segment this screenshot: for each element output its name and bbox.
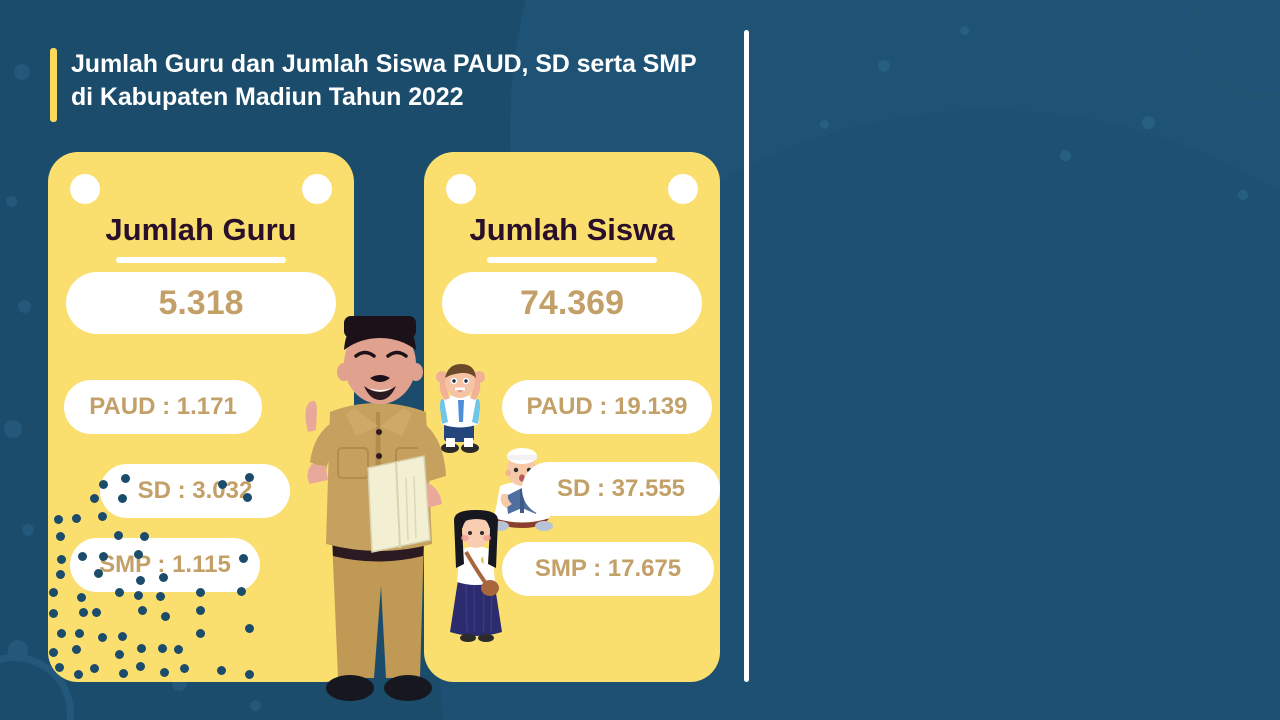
title-accent-bar xyxy=(50,48,57,122)
decorative-dot xyxy=(137,606,147,616)
decorative-dot xyxy=(118,668,128,678)
background-dot xyxy=(820,120,829,129)
student-boy-cheering-illustration xyxy=(436,364,485,453)
decorative-dot xyxy=(78,551,88,561)
card-dot-texture xyxy=(48,472,258,682)
decorative-dot xyxy=(133,550,143,560)
decorative-dot xyxy=(53,514,63,524)
decorative-dot xyxy=(136,662,146,672)
card-guru-total: 5.318 xyxy=(66,272,336,334)
card-guru-heading: Jumlah Guru xyxy=(105,212,297,247)
decorative-dot xyxy=(195,606,205,616)
stat-pill-guru-paud: PAUD : 1.171 xyxy=(64,380,262,434)
decorative-dot xyxy=(245,473,255,483)
card-jumlah-guru: Jumlah Guru 5.318 PAUD : 1.171 SD : 3.03… xyxy=(48,152,354,682)
card-hole-dot-right xyxy=(668,174,698,204)
decorative-dot xyxy=(97,632,107,642)
decorative-dot xyxy=(72,644,82,654)
decorative-dot xyxy=(245,624,255,634)
decorative-dot xyxy=(57,555,67,564)
decorative-dot xyxy=(48,587,58,597)
decorative-dot xyxy=(242,493,252,503)
background-dot xyxy=(6,196,17,207)
decorative-dot xyxy=(49,647,59,657)
decorative-dot xyxy=(78,607,88,617)
panel-divider xyxy=(744,30,749,682)
decorative-dot xyxy=(56,628,66,638)
decorative-dot xyxy=(56,570,66,579)
decorative-dot xyxy=(92,607,102,617)
decorative-dot xyxy=(117,631,127,641)
decorative-dot xyxy=(196,588,206,598)
background-dot xyxy=(18,300,31,313)
background-dot xyxy=(1142,116,1155,129)
decorative-dot xyxy=(113,530,123,540)
decorative-dot xyxy=(159,668,169,678)
decorative-dot xyxy=(55,662,65,672)
decorative-dot xyxy=(158,643,168,653)
decorative-dot xyxy=(114,650,124,660)
decorative-dot xyxy=(120,473,130,483)
card-guru-divider xyxy=(116,257,286,263)
decorative-dot xyxy=(98,552,108,562)
background-dot xyxy=(1238,190,1248,200)
decorative-dot xyxy=(158,572,168,582)
decorative-dot xyxy=(71,514,81,524)
background-dot xyxy=(14,64,30,80)
teacher-illustration xyxy=(305,316,446,701)
decorative-dot xyxy=(115,587,125,597)
decorative-dot xyxy=(75,628,85,638)
decorative-dot xyxy=(237,586,247,596)
decorative-dot xyxy=(133,591,143,601)
decorative-dot xyxy=(136,575,146,585)
background-dot xyxy=(960,26,969,35)
decorative-dot xyxy=(97,511,107,521)
card-jumlah-siswa: Jumlah Siswa 74.369 xyxy=(424,152,720,682)
decorative-dot xyxy=(218,480,228,490)
card-siswa-divider xyxy=(487,257,657,263)
decorative-dot xyxy=(90,494,100,504)
decorative-dot xyxy=(244,669,254,679)
decorative-dot xyxy=(56,531,66,541)
decorative-dot xyxy=(98,480,108,490)
right-panel: Jumlah Guru dan Jumlah Siswa jenjang pen… xyxy=(745,0,1280,720)
stat-pill-siswa-paud: PAUD : 19.139 xyxy=(502,380,712,434)
decorative-dot xyxy=(174,644,184,654)
stat-pill-guru-sd: SD : 3.032 xyxy=(100,464,290,518)
decorative-dot xyxy=(216,665,226,675)
decorative-dot xyxy=(137,644,147,654)
decorative-dot xyxy=(156,591,166,601)
left-panel-title: Jumlah Guru dan Jumlah Siswa PAUD, SD se… xyxy=(50,48,710,122)
stat-pill-siswa-smp: SMP : 17.675 xyxy=(502,542,714,596)
background-dot xyxy=(250,700,261,711)
decorative-dot xyxy=(195,629,205,639)
left-panel: Jumlah Guru dan Jumlah Siswa PAUD, SD se… xyxy=(48,48,720,701)
card-hole-dot-right xyxy=(302,174,332,204)
left-title-text: Jumlah Guru dan Jumlah Siswa PAUD, SD se… xyxy=(71,50,697,111)
decorative-dot xyxy=(49,609,59,619)
decorative-dot xyxy=(76,592,86,602)
decorative-dot xyxy=(160,611,170,621)
decorative-dot xyxy=(239,554,249,564)
decorative-dot xyxy=(73,670,83,680)
card-hole-dot-left xyxy=(446,174,476,204)
card-siswa-total: 74.369 xyxy=(442,272,702,334)
decorative-dot xyxy=(93,569,103,579)
background-dot xyxy=(1060,150,1071,161)
background-dot xyxy=(878,60,890,72)
stat-pill-siswa-sd: SD : 37.555 xyxy=(522,462,720,516)
card-siswa-heading: Jumlah Siswa xyxy=(469,212,675,247)
decorative-dot xyxy=(180,664,190,674)
background-dot xyxy=(22,524,34,536)
card-hole-dot-left xyxy=(70,174,100,204)
student-girl-illustration xyxy=(450,510,502,642)
decorative-dot xyxy=(139,532,149,542)
background-dot xyxy=(4,420,22,438)
decorative-dot xyxy=(117,494,127,504)
decorative-dot xyxy=(90,663,100,673)
